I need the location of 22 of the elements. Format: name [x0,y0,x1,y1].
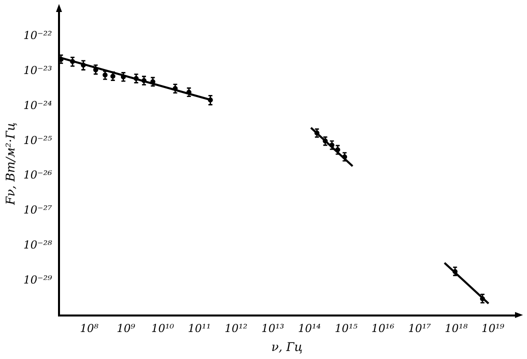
y-tick-label: 10⁻²⁸ [23,238,53,252]
x-axis-title: ν, Гц [271,340,303,354]
y-tick-label: 10⁻²⁵ [23,134,53,147]
y-tick-label: 10⁻²⁴ [23,98,52,112]
x-tick-label: 10¹⁵ [334,322,358,335]
y-tick-label: 10⁻²² [23,29,52,42]
y-axis-title: Fν, Вт/м²·Гц [3,122,18,206]
x-tick-label: 10¹⁰ [151,322,175,335]
x-tick-label: 10¹⁹ [481,322,505,335]
y-tick-label: 10⁻²⁹ [23,273,53,286]
y-tick-label: 10⁻²⁶ [23,168,53,182]
x-tick-label: 10¹⁸ [444,322,468,335]
x-tick-label: 10¹⁷ [408,322,432,335]
x-tick-label: 10¹¹ [188,322,211,335]
x-tick-label: 10¹³ [261,322,284,335]
x-tick-label: 10¹⁶ [371,322,395,335]
x-tick-label: 10¹⁴ [298,322,321,335]
y-tick-label: 10⁻²⁷ [23,204,53,217]
y-tick-label: 10⁻²³ [23,64,52,78]
x-tick-label: 10⁹ [116,322,136,335]
x-tick-label: 10⁸ [80,322,100,335]
x-tick-label: 10¹² [224,322,248,335]
